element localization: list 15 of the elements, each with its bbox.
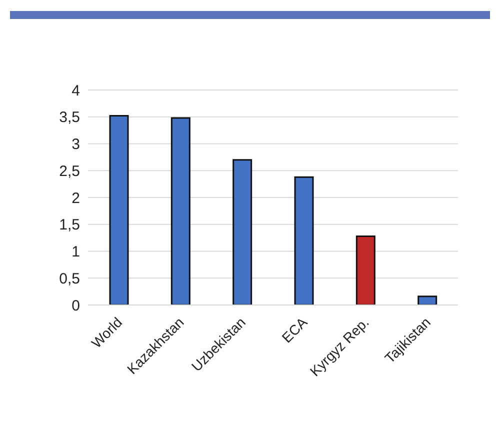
bar bbox=[232, 159, 252, 305]
bar bbox=[170, 117, 190, 305]
y-tick-label: 1 bbox=[72, 244, 80, 261]
y-tick-label: 0 bbox=[72, 297, 80, 314]
y-tick-label: 3,5 bbox=[59, 109, 80, 126]
y-tick-label: 4 bbox=[72, 82, 80, 100]
bar bbox=[418, 296, 438, 305]
y-tick-label: 2,5 bbox=[59, 162, 80, 180]
bar bbox=[356, 235, 376, 305]
bar bbox=[294, 176, 314, 305]
y-tick-label: 1,5 bbox=[59, 216, 80, 234]
y-tick-label: 2 bbox=[72, 190, 80, 207]
bar bbox=[109, 115, 129, 305]
y-tick-label: 0,5 bbox=[59, 270, 80, 288]
y-tick-label: 3 bbox=[72, 136, 80, 154]
